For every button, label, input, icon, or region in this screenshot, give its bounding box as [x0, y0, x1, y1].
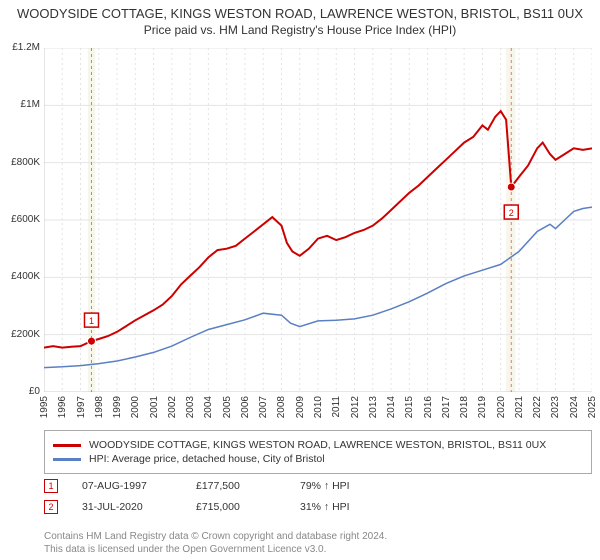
x-axis-tick-label: 2011	[331, 396, 342, 418]
y-axis-tick-label: £200K	[0, 329, 40, 340]
sale-row: 1 07-AUG-1997 £177,500 79% ↑ HPI	[44, 479, 592, 493]
sale-date: 31-JUL-2020	[82, 501, 172, 513]
x-axis-tick-label: 2007	[258, 396, 269, 418]
legend-label: WOODYSIDE COTTAGE, KINGS WESTON ROAD, LA…	[89, 439, 546, 451]
legend-box: WOODYSIDE COTTAGE, KINGS WESTON ROAD, LA…	[44, 430, 592, 474]
sales-table: 1 07-AUG-1997 £177,500 79% ↑ HPI 2 31-JU…	[44, 476, 592, 521]
sale-price: £715,000	[196, 501, 276, 513]
x-axis-tick-label: 1999	[112, 396, 123, 418]
x-axis-tick-label: 2005	[222, 396, 233, 418]
legend-swatch	[53, 444, 81, 447]
x-axis-tick-label: 1997	[76, 396, 87, 418]
svg-text:1: 1	[89, 316, 94, 326]
y-axis-tick-label: £1M	[0, 99, 40, 110]
x-axis-tick-label: 1998	[94, 396, 105, 418]
x-axis-tick-label: 2004	[203, 396, 214, 418]
chart-title: WOODYSIDE COTTAGE, KINGS WESTON ROAD, LA…	[0, 0, 600, 21]
x-axis-tick-label: 2010	[313, 396, 324, 418]
x-axis-tick-label: 2000	[130, 396, 141, 418]
x-axis-tick-label: 2008	[276, 396, 287, 418]
x-axis-tick-label: 2001	[149, 396, 160, 418]
x-axis-tick-label: 2016	[423, 396, 434, 418]
x-axis-tick-label: 2018	[459, 396, 470, 418]
x-axis-tick-label: 2022	[532, 396, 543, 418]
chart-subtitle: Price paid vs. HM Land Registry's House …	[0, 21, 600, 37]
y-axis-tick-label: £800K	[0, 157, 40, 168]
legend-label: HPI: Average price, detached house, City…	[89, 453, 325, 465]
sale-marker-icon: 1	[44, 479, 58, 493]
x-axis-tick-label: 2024	[569, 396, 580, 418]
y-axis-tick-label: £600K	[0, 214, 40, 225]
y-axis-tick-label: £1.2M	[0, 42, 40, 53]
x-axis-tick-label: 2012	[350, 396, 361, 418]
x-axis-tick-label: 2003	[185, 396, 196, 418]
chart-svg: 12	[44, 48, 592, 392]
x-axis-tick-label: 2006	[240, 396, 251, 418]
x-axis-tick-label: 2019	[477, 396, 488, 418]
chart-plot-area: 12 £0£200K£400K£600K£800K£1M£1.2M1995199…	[44, 48, 592, 392]
sale-delta: 31% ↑ HPI	[300, 501, 350, 513]
legend-item: HPI: Average price, detached house, City…	[53, 453, 583, 465]
legend-item: WOODYSIDE COTTAGE, KINGS WESTON ROAD, LA…	[53, 439, 583, 451]
x-axis-tick-label: 2023	[550, 396, 561, 418]
x-axis-tick-label: 2025	[587, 396, 598, 418]
svg-text:2: 2	[509, 208, 514, 218]
x-axis-tick-label: 2013	[368, 396, 379, 418]
sale-delta: 79% ↑ HPI	[300, 480, 350, 492]
x-axis-tick-label: 2017	[441, 396, 452, 418]
x-axis-tick-label: 2014	[386, 396, 397, 418]
y-axis-tick-label: £400K	[0, 271, 40, 282]
x-axis-tick-label: 2020	[496, 396, 507, 418]
x-axis-tick-label: 1996	[57, 396, 68, 418]
footer-line: Contains HM Land Registry data © Crown c…	[44, 530, 387, 543]
legend-swatch	[53, 458, 81, 461]
sale-date: 07-AUG-1997	[82, 480, 172, 492]
footer-attribution: Contains HM Land Registry data © Crown c…	[44, 530, 387, 556]
sale-row: 2 31-JUL-2020 £715,000 31% ↑ HPI	[44, 500, 592, 514]
x-axis-tick-label: 2002	[167, 396, 178, 418]
x-axis-tick-label: 1995	[39, 396, 50, 418]
x-axis-tick-label: 2021	[514, 396, 525, 418]
sale-marker-icon: 2	[44, 500, 58, 514]
y-axis-tick-label: £0	[0, 386, 40, 397]
x-axis-tick-label: 2015	[404, 396, 415, 418]
footer-line: This data is licensed under the Open Gov…	[44, 543, 387, 556]
x-axis-tick-label: 2009	[295, 396, 306, 418]
sale-price: £177,500	[196, 480, 276, 492]
